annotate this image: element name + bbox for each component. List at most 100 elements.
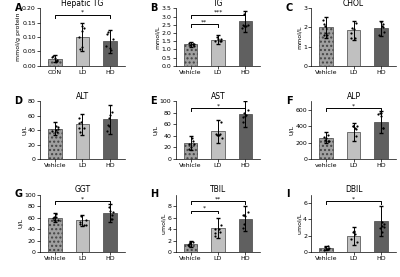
- Point: [109, 213, 115, 217]
- Y-axis label: umol/L: umol/L: [297, 213, 302, 234]
- Point: [78, 119, 84, 124]
- Point: [186, 147, 192, 151]
- Point: [104, 31, 110, 36]
- Point: [82, 222, 89, 227]
- Point: [218, 37, 224, 42]
- Point: [324, 247, 330, 251]
- Point: [81, 222, 88, 227]
- Bar: [103, 41, 116, 66]
- Point: [350, 230, 356, 234]
- Point: [377, 226, 383, 231]
- Point: [211, 234, 218, 239]
- Text: *: *: [352, 196, 355, 201]
- Point: [110, 37, 116, 42]
- Point: [381, 225, 387, 229]
- Text: F: F: [286, 96, 292, 106]
- Point: [379, 224, 385, 229]
- Y-axis label: mmol/L: mmol/L: [297, 25, 302, 49]
- Point: [243, 113, 249, 118]
- Point: [216, 227, 222, 232]
- Point: [351, 230, 358, 234]
- Point: [325, 133, 331, 137]
- Point: [323, 135, 330, 140]
- Point: [354, 124, 360, 129]
- Point: [239, 26, 245, 31]
- Point: [109, 217, 116, 221]
- Point: [103, 43, 110, 48]
- Point: [218, 136, 225, 141]
- Text: *: *: [203, 205, 206, 211]
- Point: [76, 219, 83, 224]
- Point: [326, 138, 332, 143]
- Point: [350, 124, 356, 128]
- Bar: [238, 21, 252, 66]
- Point: [53, 124, 60, 129]
- Bar: [76, 37, 89, 66]
- Point: [351, 229, 358, 233]
- Point: [106, 204, 112, 209]
- Point: [211, 39, 218, 44]
- Point: [76, 116, 82, 120]
- Point: [321, 135, 327, 139]
- Point: [106, 124, 112, 129]
- Point: [186, 242, 192, 246]
- Bar: [76, 124, 89, 159]
- Point: [242, 214, 248, 218]
- Point: [354, 240, 360, 244]
- Point: [351, 27, 357, 31]
- Point: [212, 227, 218, 231]
- Title: DBIL: DBIL: [345, 185, 362, 194]
- Bar: [374, 221, 388, 252]
- Point: [215, 37, 221, 42]
- Point: [52, 128, 59, 132]
- Point: [320, 247, 327, 252]
- Point: [352, 232, 358, 236]
- Point: [77, 222, 84, 227]
- Point: [348, 36, 355, 40]
- Bar: [320, 248, 333, 252]
- Point: [218, 39, 224, 43]
- Point: [186, 244, 192, 248]
- Point: [240, 120, 246, 125]
- Point: [380, 222, 387, 226]
- Point: [322, 24, 328, 29]
- Title: TBIL: TBIL: [210, 185, 226, 194]
- Point: [187, 240, 194, 244]
- Point: [240, 12, 247, 16]
- Point: [187, 43, 194, 48]
- Point: [105, 116, 112, 120]
- Point: [241, 221, 247, 226]
- Point: [240, 212, 247, 217]
- Point: [186, 142, 192, 146]
- Point: [213, 131, 219, 136]
- Point: [81, 26, 87, 31]
- Point: [245, 23, 251, 27]
- Y-axis label: mmol/L: mmol/L: [155, 25, 160, 49]
- Bar: [184, 143, 198, 159]
- Point: [79, 44, 86, 49]
- Text: A: A: [14, 2, 22, 12]
- Point: [352, 126, 358, 130]
- Point: [240, 115, 246, 119]
- Point: [375, 112, 382, 116]
- Point: [83, 218, 89, 222]
- Point: [324, 33, 330, 37]
- Point: [378, 20, 384, 24]
- Point: [378, 220, 385, 225]
- Point: [190, 240, 196, 244]
- Bar: [374, 122, 388, 159]
- Text: ***: ***: [213, 10, 223, 15]
- Point: [380, 22, 386, 26]
- Point: [352, 21, 359, 25]
- Title: Hepatic TG: Hepatic TG: [61, 0, 104, 7]
- Point: [48, 129, 55, 134]
- Point: [106, 112, 113, 117]
- Point: [321, 22, 328, 26]
- Point: [77, 130, 84, 134]
- Point: [348, 237, 355, 241]
- Point: [240, 23, 246, 27]
- Point: [78, 214, 84, 219]
- Point: [187, 241, 193, 245]
- Point: [53, 215, 59, 219]
- Bar: [320, 138, 333, 159]
